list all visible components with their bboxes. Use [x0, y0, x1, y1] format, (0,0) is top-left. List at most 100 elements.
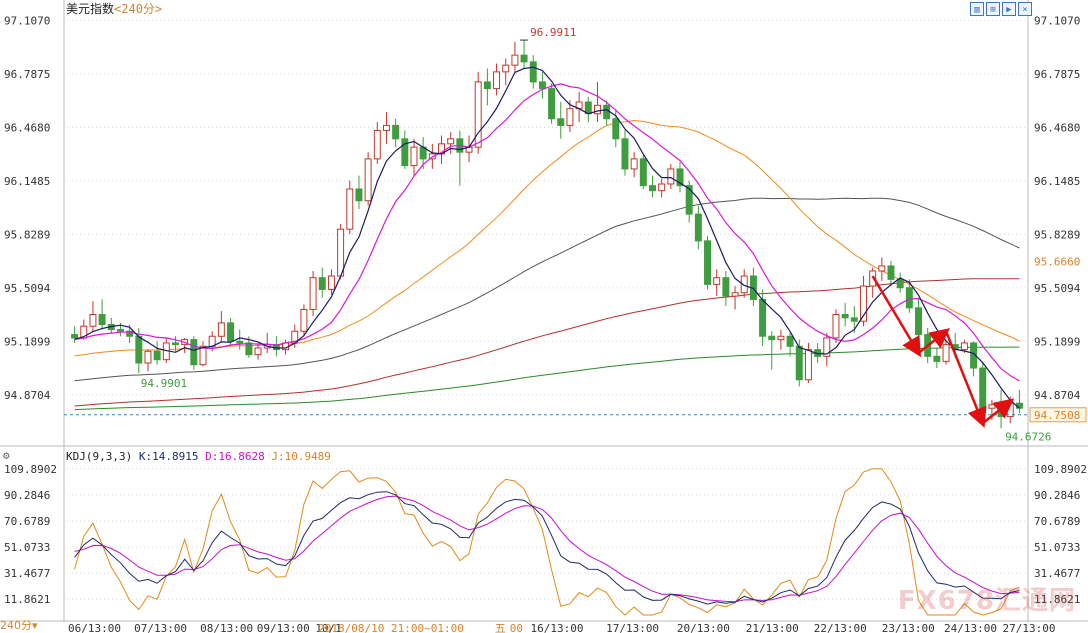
candle-body: [786, 335, 794, 347]
candle-body: [236, 340, 244, 344]
candle-body: [896, 278, 904, 289]
y-tick-left-7: 94.8704: [4, 389, 51, 402]
candle-body: [502, 64, 510, 73]
candle-body: [915, 307, 922, 336]
candle-body: [960, 342, 968, 351]
candle-body: [217, 322, 225, 337]
candle-body: [89, 314, 97, 327]
candle-body: [970, 342, 978, 369]
candle-body: [694, 213, 702, 242]
candle-body: [859, 285, 867, 322]
kdj-tick-left-5: 11.8621: [4, 593, 50, 606]
candle-body: [621, 138, 629, 170]
watermark-logo: FX678汇通网: [897, 586, 1076, 616]
kdj-tick-right-3: 51.0733: [1034, 541, 1080, 554]
kdj-tick-right-4: 31.4677: [1034, 567, 1080, 580]
y-tick-left-5: 95.5094: [4, 282, 51, 295]
x-tick-5: 2018/08/10 21:00~01:00: [318, 622, 464, 633]
current-price-label: 94.7508: [1034, 409, 1080, 422]
period-selector-label: 240分: [0, 619, 32, 632]
candle-body: [71, 334, 79, 339]
k-value: K:14.8915: [138, 450, 199, 463]
candle-body: [823, 337, 831, 357]
candle-body: [538, 81, 546, 90]
x-tick-15: 27/13:00: [1003, 622, 1056, 633]
y-tick-left-6: 95.1899: [4, 335, 50, 348]
candle-body: [685, 185, 693, 215]
x-tick-8: 16/13:00: [531, 622, 584, 633]
x-tick-11: 21/13:00: [746, 622, 799, 633]
d-value: D:16.8628: [205, 450, 265, 463]
candle-body: [731, 292, 739, 297]
candle-body: [942, 344, 950, 362]
candle-body: [392, 124, 400, 140]
kdj-tick-left-1: 90.2846: [4, 489, 50, 502]
ma60-line: [74, 197, 1020, 382]
candle-body: [190, 339, 198, 366]
candle-body: [355, 188, 363, 202]
y-tick-left-4: 95.8289: [4, 228, 50, 241]
candle-body: [566, 108, 574, 126]
period-selector[interactable]: 240分▾: [0, 619, 38, 632]
candle-body: [630, 158, 638, 170]
candle-body: [511, 54, 519, 66]
x-tick-6: 五: [495, 622, 506, 633]
kdj-j-line: [74, 468, 1020, 616]
y-tick-left-0: 97.1070: [4, 15, 50, 28]
candle-body: [447, 138, 455, 145]
candle-body: [676, 168, 684, 187]
candle-body: [639, 158, 647, 187]
candle-body: [474, 81, 482, 148]
chart-type-icon[interactable]: ▥: [970, 2, 984, 16]
candle-body: [933, 355, 941, 362]
ma10-line: [74, 83, 1020, 382]
candle-body: [227, 322, 235, 342]
candle-body: [722, 277, 730, 297]
candle-body: [768, 335, 776, 341]
ma250-line: [74, 346, 1020, 411]
kdj-tick-right-1: 90.2846: [1034, 489, 1080, 502]
chart-header: 美元指数<240分>: [66, 1, 162, 17]
candle-body: [795, 345, 803, 381]
candle-body: [309, 277, 317, 310]
candle-body: [905, 287, 913, 309]
candle-body: [603, 104, 611, 120]
close-icon[interactable]: ×: [1018, 2, 1032, 16]
candle-body: [483, 81, 491, 90]
candle-body: [713, 277, 721, 285]
x-tick-13: 23/13:00: [882, 622, 935, 633]
candle-body: [878, 265, 886, 272]
candle-body: [869, 270, 877, 287]
x-tick-4: 10/1: [315, 622, 342, 633]
settings-icon[interactable]: ⚙: [3, 449, 10, 462]
candle-body: [401, 138, 409, 167]
zoom-icon[interactable]: ⊞: [986, 2, 1000, 16]
current-price-box: [1029, 407, 1087, 423]
candle-body: [529, 61, 537, 83]
chart-toolbar: ▥ ⊞ ▶ ×: [970, 2, 1032, 16]
candle-body: [887, 265, 895, 280]
ma5-line: [74, 66, 1020, 409]
y-tick-right-0: 97.1070: [1034, 15, 1080, 28]
y-tick-right-6: 95.1899: [1034, 335, 1080, 348]
candle-body: [804, 349, 812, 381]
kdj-tick-left-0: 109.8902: [4, 463, 57, 476]
x-tick-14: 24/13:00: [944, 622, 997, 633]
candle-body: [850, 317, 858, 322]
play-icon[interactable]: ▶: [1002, 2, 1016, 16]
kdj-tick-left-4: 31.4677: [4, 567, 50, 580]
candle-body: [254, 347, 262, 356]
kdj-tick-right-2: 70.6789: [1034, 515, 1080, 528]
candle-body: [300, 308, 308, 332]
y-tick-right-3: 96.1485: [1034, 175, 1080, 188]
x-tick-9: 17/13:00: [606, 622, 659, 633]
candle-body: [116, 329, 124, 332]
candle-body: [135, 335, 143, 364]
kdj-tick-right-5: 11.8621: [1034, 593, 1080, 606]
instrument-title: 美元指数: [66, 2, 115, 16]
kdj-header: KDJ(9,3,3) K:14.8915 D:16.8628 J:10.9489: [66, 450, 331, 464]
low-label-right: 94.6726: [1005, 430, 1051, 443]
candle-body: [612, 118, 620, 140]
trend-arrow-1: [917, 328, 950, 354]
trend-arrow-0: [871, 275, 922, 358]
